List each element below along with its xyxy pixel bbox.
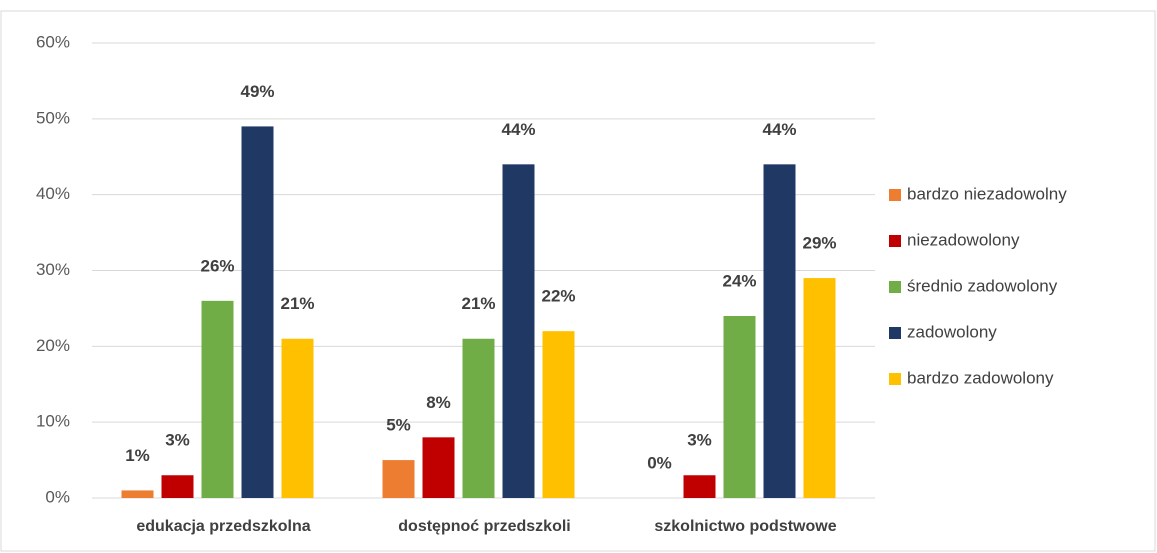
legend-label: bardzo zadowolony <box>907 368 1054 387</box>
bar <box>803 278 836 498</box>
legend-swatch <box>889 189 901 201</box>
value-label: 21% <box>461 294 495 313</box>
bar <box>241 126 274 499</box>
bar <box>723 316 756 498</box>
y-tick-label: 50% <box>36 108 70 127</box>
value-label: 3% <box>687 431 712 450</box>
x-tick-label: edukacja przedszkolna <box>136 518 310 535</box>
legend-label: średnio zadowolony <box>907 276 1058 295</box>
value-label: 29% <box>802 234 836 253</box>
chart-border <box>0 10 1156 552</box>
bar <box>542 331 575 498</box>
value-label: 24% <box>722 271 756 290</box>
legend-label: bardzo niezadowolny <box>907 184 1067 203</box>
value-label: 26% <box>200 256 234 275</box>
bar <box>502 164 535 499</box>
value-label: 1% <box>125 446 150 465</box>
legend-swatch <box>889 373 901 385</box>
value-label: 22% <box>541 287 575 306</box>
value-label: 44% <box>762 120 796 139</box>
y-tick-label: 0% <box>45 487 70 506</box>
value-label: 49% <box>240 82 274 101</box>
y-tick-label: 20% <box>36 336 70 355</box>
bar <box>683 475 716 498</box>
value-label: 44% <box>501 120 535 139</box>
legend-label: niezadowolony <box>907 230 1020 249</box>
y-tick-label: 40% <box>36 184 70 203</box>
x-tick-label: szkolnictwo podstwowe <box>654 518 836 535</box>
y-tick-label: 10% <box>36 412 70 431</box>
value-label: 5% <box>386 416 411 435</box>
legend-swatch <box>889 281 901 293</box>
y-tick-label: 30% <box>36 260 70 279</box>
bar <box>201 300 234 498</box>
legend-label: zadowolony <box>907 322 997 341</box>
bar <box>161 475 194 498</box>
value-label: 0% <box>647 453 672 472</box>
bar <box>281 338 314 498</box>
value-label: 8% <box>426 393 451 412</box>
legend-swatch <box>889 235 901 247</box>
value-label: 3% <box>165 431 190 450</box>
bar <box>121 490 154 498</box>
bar <box>763 164 796 499</box>
x-tick-label: dostępnoć przedszkoli <box>398 518 570 535</box>
legend-swatch <box>889 327 901 339</box>
bar <box>462 338 495 498</box>
bar <box>422 437 455 498</box>
bar <box>382 460 415 498</box>
value-label: 21% <box>280 294 314 313</box>
y-tick-label: 60% <box>36 32 70 51</box>
